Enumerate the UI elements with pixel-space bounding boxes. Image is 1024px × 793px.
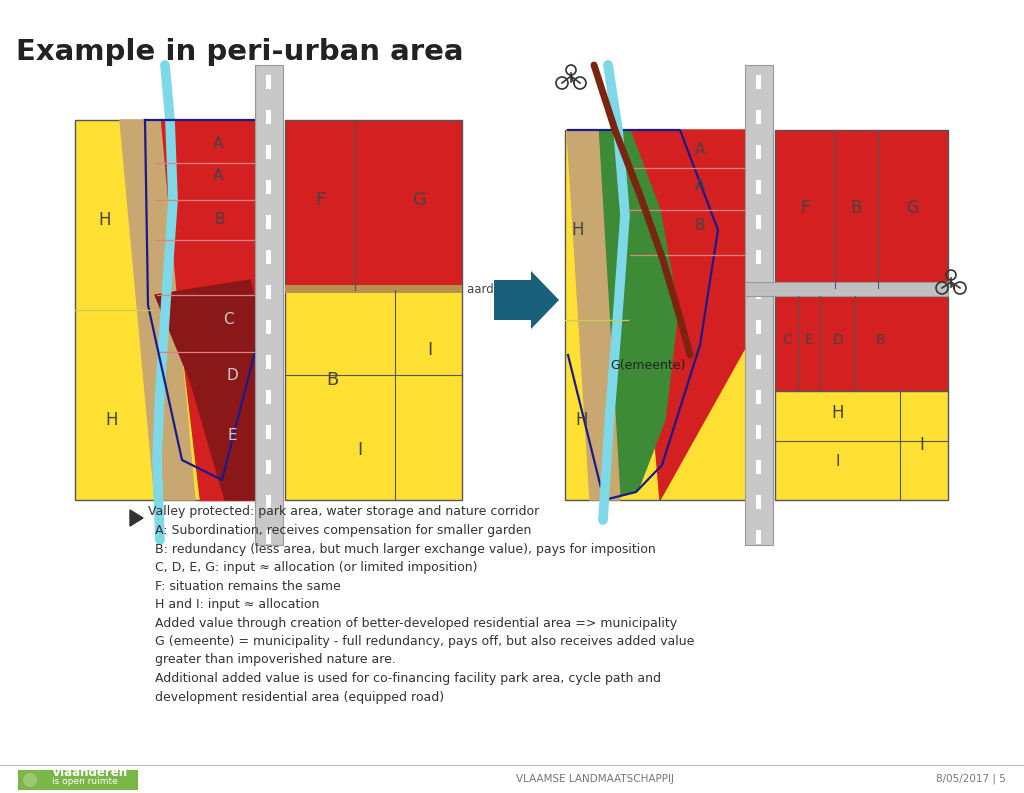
Bar: [285, 120, 462, 290]
Text: H: H: [105, 411, 118, 429]
Bar: [756, 285, 761, 299]
Bar: [775, 130, 948, 288]
Bar: [756, 145, 761, 159]
Text: I: I: [920, 436, 925, 454]
Bar: [266, 285, 271, 299]
Bar: [745, 282, 948, 296]
Bar: [756, 495, 761, 509]
Bar: [18, 770, 138, 790]
Bar: [756, 460, 761, 474]
Text: I: I: [427, 341, 432, 359]
Bar: [285, 290, 462, 500]
Text: F: situation remains the same: F: situation remains the same: [155, 580, 341, 592]
Bar: [775, 391, 948, 500]
Bar: [756, 215, 761, 229]
Text: G(emeente): G(emeente): [610, 358, 686, 371]
Text: H: H: [831, 404, 844, 422]
Text: greater than impoverished nature are.: greater than impoverished nature are.: [155, 653, 396, 666]
Text: C: C: [782, 333, 792, 347]
Bar: [266, 530, 271, 544]
Text: B: B: [694, 217, 706, 232]
Text: B: B: [850, 199, 861, 217]
Text: G (emeente) = municipality - full redundancy, pays off, but also receives added : G (emeente) = municipality - full redund…: [155, 635, 694, 648]
Text: B: B: [876, 333, 885, 347]
Bar: [266, 250, 271, 264]
Text: development residential area (equipped road): development residential area (equipped r…: [155, 691, 444, 703]
Text: 8/05/2017 | 5: 8/05/2017 | 5: [936, 774, 1006, 784]
Bar: [266, 425, 271, 439]
Text: G: G: [906, 199, 920, 217]
Text: I: I: [357, 441, 362, 459]
Bar: [756, 355, 761, 369]
Bar: [756, 530, 761, 544]
Bar: [756, 250, 761, 264]
Text: I: I: [836, 454, 841, 469]
Circle shape: [23, 773, 37, 787]
Text: C, D, E, G: input ≈ allocation (or limited imposition): C, D, E, G: input ≈ allocation (or limit…: [155, 561, 477, 574]
Text: D: D: [833, 333, 844, 347]
Text: F: F: [314, 191, 326, 209]
Text: is open ruimte: is open ruimte: [52, 777, 118, 787]
Bar: [745, 65, 773, 545]
Bar: [756, 110, 761, 124]
Text: aarden weg: aarden weg: [467, 282, 537, 296]
Text: H and I: input ≈ allocation: H and I: input ≈ allocation: [155, 598, 319, 611]
Text: A: A: [695, 143, 706, 158]
Text: VLAAMSE LANDMAATSCHAPPIJ: VLAAMSE LANDMAATSCHAPPIJ: [516, 774, 674, 784]
Text: Valley protected: park area, water storage and nature corridor: Valley protected: park area, water stora…: [148, 505, 540, 519]
FancyArrow shape: [494, 271, 559, 329]
Text: A: A: [695, 178, 706, 193]
Polygon shape: [155, 120, 270, 500]
Text: H: H: [98, 211, 112, 229]
Text: H: H: [571, 221, 585, 239]
Text: E: E: [227, 427, 237, 442]
Polygon shape: [120, 120, 195, 500]
Text: A: A: [213, 136, 223, 151]
Bar: [266, 495, 271, 509]
Text: F: F: [800, 199, 810, 217]
Text: Added value through creation of better-developed residential area => municipalit: Added value through creation of better-d…: [155, 616, 677, 630]
Bar: [266, 390, 271, 404]
Polygon shape: [586, 130, 678, 500]
Bar: [756, 425, 761, 439]
Text: Additional added value is used for co-financing facility park area, cycle path a: Additional added value is used for co-fi…: [155, 672, 662, 685]
Bar: [266, 320, 271, 334]
Bar: [756, 75, 761, 89]
Bar: [266, 180, 271, 194]
Text: C: C: [222, 312, 233, 328]
Text: E: E: [805, 333, 813, 347]
Polygon shape: [155, 280, 268, 500]
Bar: [266, 75, 271, 89]
Bar: [255, 65, 283, 545]
Bar: [266, 110, 271, 124]
Bar: [285, 285, 462, 293]
Text: B: B: [326, 371, 338, 389]
Bar: [756, 180, 761, 194]
Bar: [75, 120, 270, 500]
Bar: [756, 320, 761, 334]
Bar: [266, 460, 271, 474]
Text: B: B: [215, 213, 225, 228]
Bar: [775, 296, 948, 391]
Text: B: redundancy (less area, but much larger exchange value), pays for imposition: B: redundancy (less area, but much large…: [155, 542, 655, 556]
Bar: [266, 215, 271, 229]
Bar: [756, 390, 761, 404]
Text: Vlaanderen: Vlaanderen: [52, 767, 128, 780]
Bar: [266, 145, 271, 159]
Polygon shape: [130, 510, 143, 526]
Polygon shape: [628, 130, 755, 500]
Text: Example in peri-urban area: Example in peri-urban area: [16, 38, 464, 66]
Text: H: H: [575, 411, 588, 429]
Text: D: D: [226, 367, 238, 382]
Bar: [266, 355, 271, 369]
Text: A: Subordination, receives compensation for smaller garden: A: Subordination, receives compensation …: [155, 524, 531, 537]
Text: G: G: [413, 191, 427, 209]
Text: A: A: [213, 167, 223, 182]
Bar: [565, 130, 760, 500]
Polygon shape: [567, 130, 620, 500]
